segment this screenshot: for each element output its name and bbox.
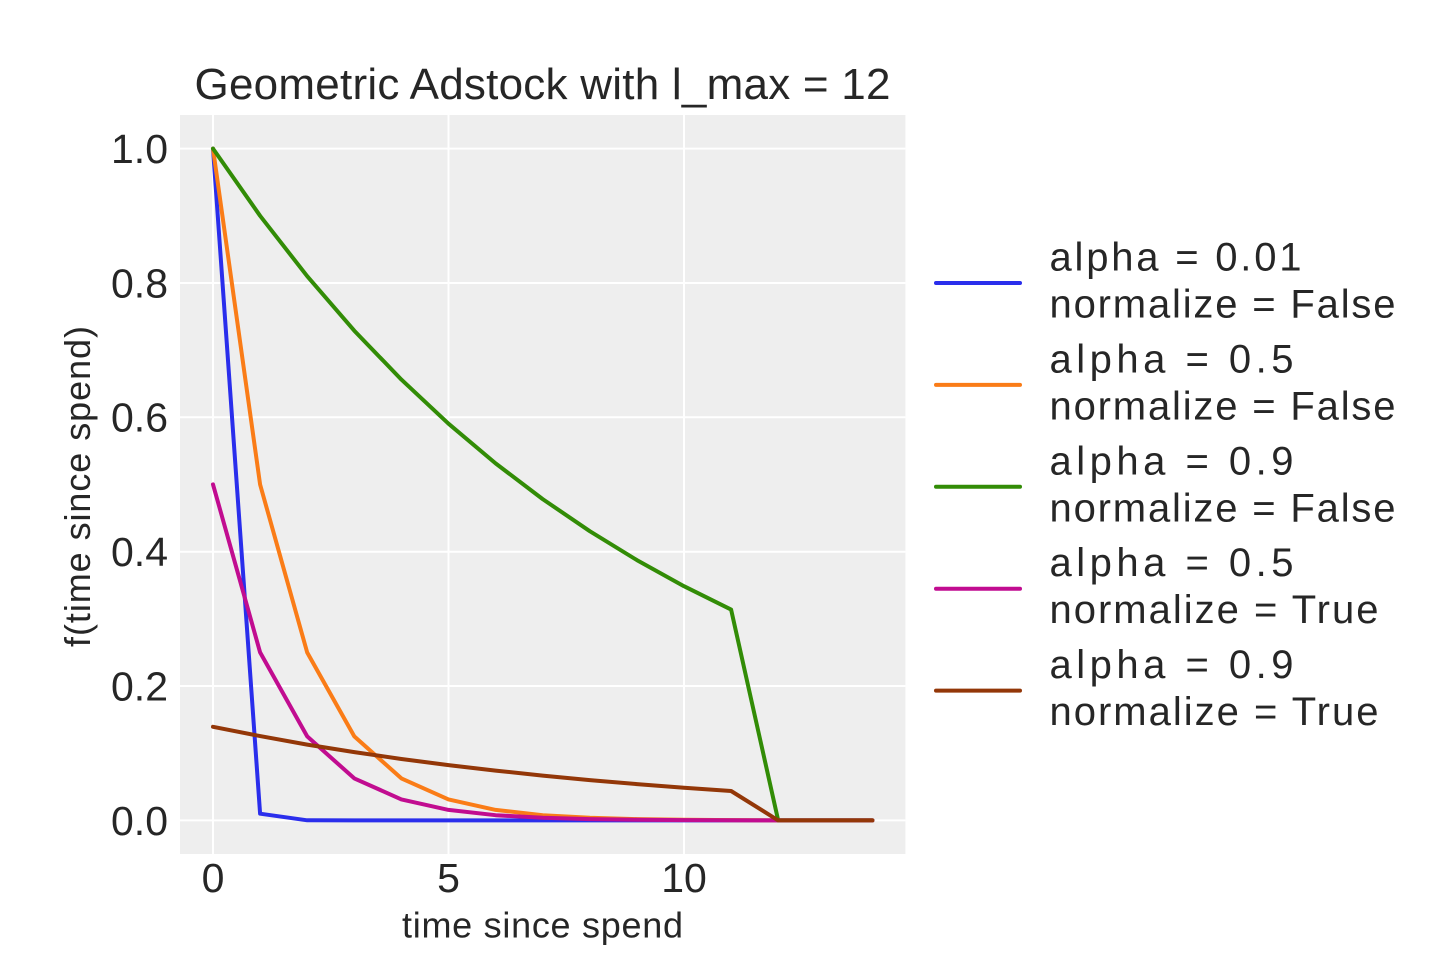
svg-text:alpha = 0.01: alpha = 0.01 bbox=[1050, 236, 1302, 280]
svg-text:normalize = True: normalize = True bbox=[1050, 690, 1379, 734]
svg-text:0.4: 0.4 bbox=[111, 529, 168, 575]
svg-text:0.0: 0.0 bbox=[111, 798, 168, 844]
svg-text:10: 10 bbox=[661, 855, 707, 901]
svg-text:0.6: 0.6 bbox=[111, 395, 168, 441]
svg-text:5: 5 bbox=[437, 855, 460, 901]
svg-text:1.0: 1.0 bbox=[111, 126, 168, 172]
svg-text:normalize = True: normalize = True bbox=[1050, 588, 1379, 632]
svg-text:0: 0 bbox=[202, 855, 225, 901]
svg-text:normalize = False: normalize = False bbox=[1050, 384, 1396, 428]
svg-text:f(time since spend): f(time since spend) bbox=[57, 326, 98, 647]
svg-text:Geometric Adstock with l_max =: Geometric Adstock with l_max = 12 bbox=[195, 60, 891, 109]
svg-text:normalize = False: normalize = False bbox=[1050, 486, 1396, 530]
svg-text:0.2: 0.2 bbox=[111, 663, 168, 709]
svg-text:0.8: 0.8 bbox=[111, 260, 168, 306]
svg-text:time since spend: time since spend bbox=[402, 905, 683, 946]
svg-text:normalize = False: normalize = False bbox=[1050, 283, 1396, 327]
